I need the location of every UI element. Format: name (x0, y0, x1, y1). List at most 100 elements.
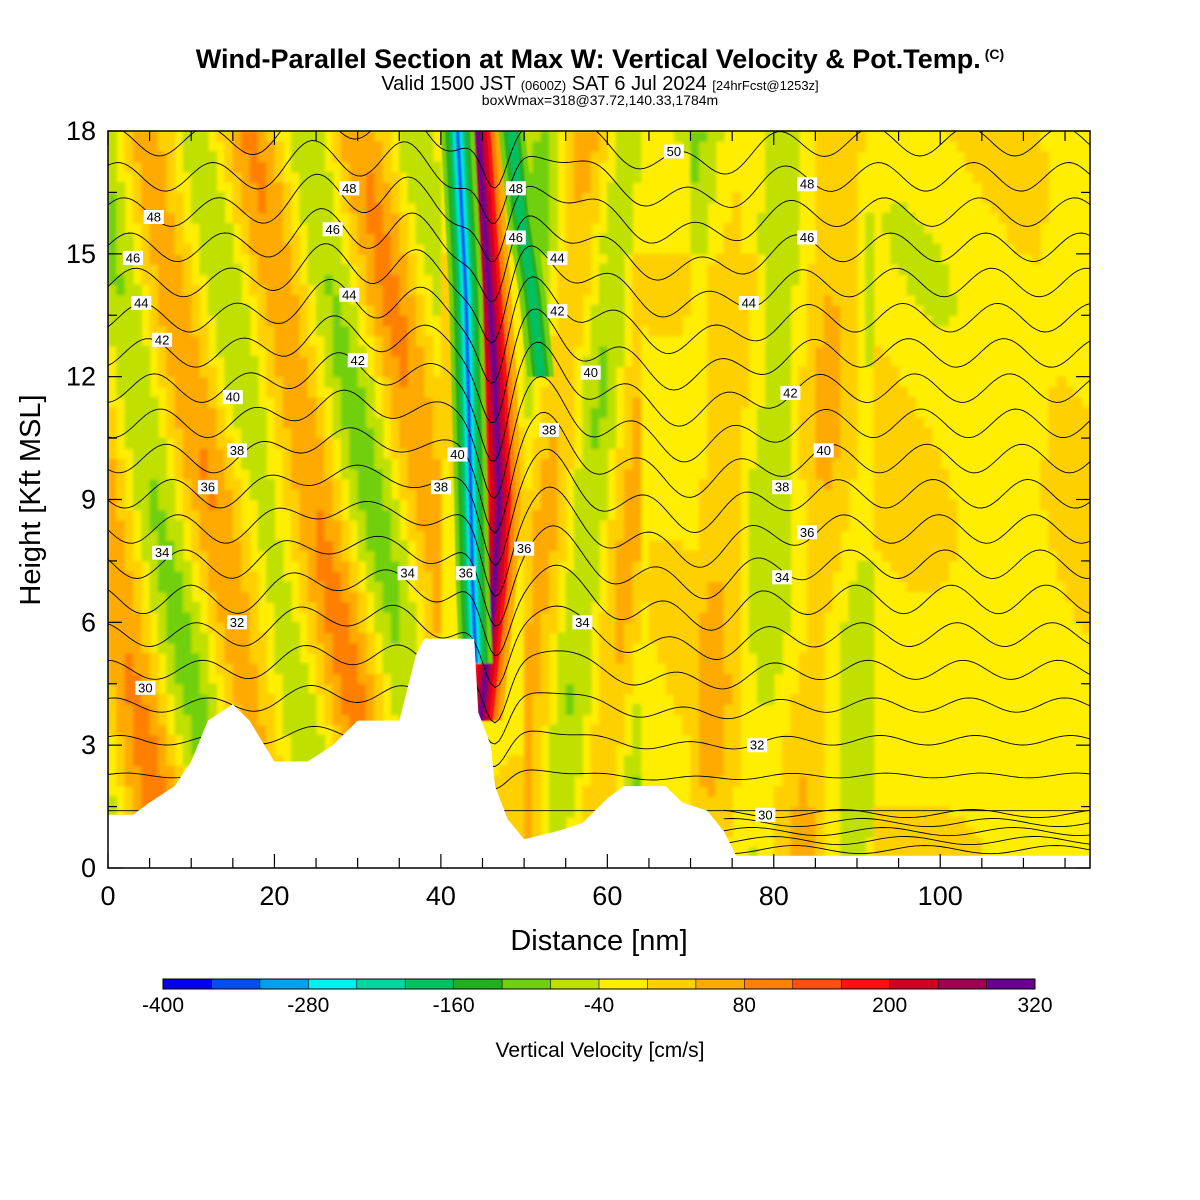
velocity-cell (424, 407, 434, 419)
velocity-cell (715, 417, 725, 429)
velocity-cell (624, 458, 633, 470)
velocity-cell (549, 489, 558, 501)
velocity-cell (216, 540, 226, 552)
velocity-cell (782, 315, 791, 327)
velocity-cell (524, 734, 533, 746)
velocity-cell (698, 479, 708, 490)
velocity-cell (906, 530, 916, 541)
velocity-cell (857, 724, 866, 736)
velocity-cell (341, 653, 350, 664)
velocity-cell (108, 540, 117, 552)
velocity-cell (940, 827, 950, 838)
velocity-cell (374, 131, 384, 142)
velocity-cell (732, 540, 742, 552)
velocity-cell (440, 335, 450, 347)
velocity-cell (698, 734, 708, 746)
velocity-cell (382, 182, 392, 193)
velocity-cell (765, 653, 775, 664)
velocity-cell (682, 673, 692, 685)
velocity-cell (748, 284, 758, 296)
velocity-cell (848, 581, 858, 593)
velocity-cell (307, 591, 317, 603)
velocity-cell (232, 417, 242, 429)
velocity-cell (141, 192, 151, 204)
velocity-cell (832, 315, 841, 327)
velocity-cell (765, 642, 775, 654)
velocity-cell (931, 499, 941, 511)
velocity-cell (757, 468, 766, 480)
velocity-cell (782, 356, 791, 367)
velocity-cell (840, 212, 850, 224)
velocity-cell (682, 694, 692, 705)
velocity-cell (207, 612, 217, 623)
velocity-cell (582, 131, 592, 142)
velocity-cell (840, 182, 850, 193)
velocity-cell (549, 571, 558, 582)
velocity-cell (540, 704, 550, 715)
velocity-cell (906, 806, 916, 818)
velocity-cell (524, 796, 533, 808)
velocity-cell (624, 642, 633, 654)
velocity-cell (149, 581, 159, 593)
velocity-cell (166, 765, 176, 777)
velocity-cell (316, 479, 325, 490)
velocity-cell (274, 274, 284, 286)
velocity-cell (316, 653, 325, 664)
velocity-cell (599, 305, 608, 316)
velocity-cell (382, 223, 392, 234)
velocity-cell (341, 305, 350, 316)
velocity-cell (199, 499, 209, 511)
velocity-cell (823, 427, 833, 439)
velocity-cell (832, 397, 841, 408)
velocity-cell (249, 448, 259, 460)
velocity-cell (1015, 233, 1024, 245)
velocity-cell (707, 356, 717, 367)
velocity-cell (881, 520, 891, 531)
velocity-cell (574, 182, 583, 193)
velocity-cell (757, 612, 766, 623)
velocity-cell (857, 673, 866, 685)
velocity-cell (881, 509, 891, 521)
velocity-cell (424, 612, 434, 623)
velocity-cell (632, 509, 642, 521)
velocity-cell (266, 182, 275, 193)
velocity-cell (557, 540, 567, 552)
velocity-cell (415, 325, 425, 337)
velocity-cell (174, 294, 184, 306)
velocity-cell (141, 161, 151, 173)
velocity-cell (898, 560, 908, 572)
velocity-cell (632, 274, 642, 286)
velocity-cell (865, 274, 875, 286)
velocity-cell (865, 786, 875, 797)
velocity-cell (357, 479, 367, 490)
velocity-cell (931, 264, 941, 275)
velocity-cell (940, 315, 950, 327)
velocity-cell (440, 417, 450, 429)
velocity-cell (540, 161, 550, 173)
velocity-cell (632, 438, 642, 449)
velocity-cell (757, 683, 766, 695)
velocity-cell (116, 386, 126, 398)
velocity-cell (357, 683, 367, 695)
velocity-cell (931, 315, 941, 327)
velocity-cell (399, 438, 409, 449)
velocity-cell (815, 632, 825, 644)
velocity-cell (357, 509, 367, 521)
velocity-cell (199, 253, 209, 265)
velocity-cell (141, 673, 151, 685)
velocity-cell (665, 325, 675, 337)
velocity-cell (257, 212, 267, 224)
velocity-cell (640, 264, 650, 275)
velocity-cell (366, 540, 375, 552)
velocity-cell (549, 376, 558, 388)
velocity-cell (673, 673, 683, 685)
velocity-cell (956, 827, 966, 838)
velocity-cell (224, 223, 234, 234)
velocity-cell (307, 233, 317, 245)
velocity-cell (257, 499, 267, 511)
velocity-cell (632, 346, 642, 357)
velocity-cell (607, 714, 617, 726)
velocity-cell (815, 816, 825, 828)
velocity-cell (357, 694, 367, 705)
velocity-cell (923, 816, 933, 828)
